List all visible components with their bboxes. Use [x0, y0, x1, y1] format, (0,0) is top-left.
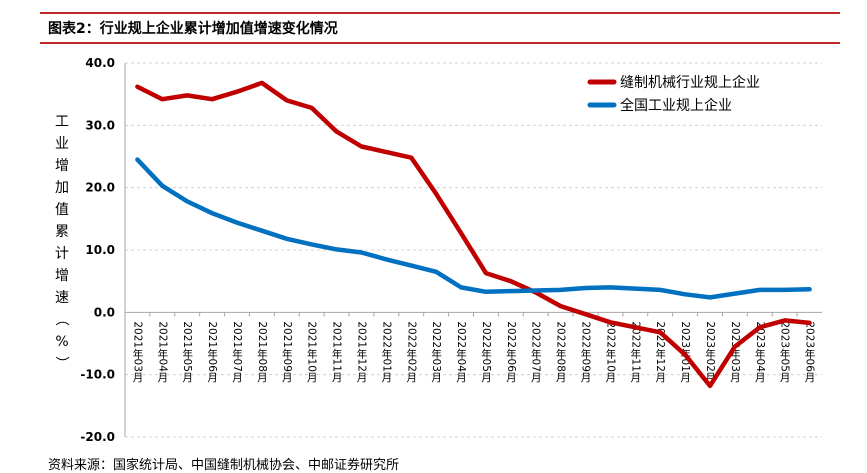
y-axis-title-char: 速 — [55, 290, 69, 306]
x-tick-label: 2021年12月 — [355, 321, 367, 383]
y-axis-title-char: 值 — [55, 202, 69, 218]
x-tick-label: 2022年01月 — [380, 321, 392, 383]
x-tick-label: 2021年04月 — [156, 321, 168, 383]
y-axis-title-char: 累 — [55, 224, 69, 240]
y-axis-title-char: 增 — [55, 268, 69, 284]
x-tick-label: 2021年10月 — [306, 321, 318, 383]
x-tick-label: 2022年05月 — [480, 321, 492, 383]
x-tick-label: 2023年02月 — [704, 321, 716, 383]
y-tick-label: 40.0 — [85, 56, 115, 70]
y-tick-label: 30.0 — [85, 118, 115, 132]
y-axis-title-char: 加 — [55, 180, 69, 196]
x-tick-label: 2022年10月 — [604, 321, 616, 383]
y-axis-title-char: 工 — [55, 114, 69, 130]
legend-label: 全国工业规上企业 — [620, 97, 732, 114]
x-tick-label: 2023年06月 — [804, 321, 816, 383]
legend-label: 缝制机械行业规上企业 — [620, 74, 760, 91]
x-tick-label: 2021年05月 — [181, 321, 193, 383]
x-tick-label: 2022年11月 — [629, 321, 641, 383]
y-axis-title-char: 增 — [55, 158, 69, 174]
y-axis-title-char: 业 — [55, 136, 69, 152]
x-tick-label: 2022年07月 — [530, 321, 542, 383]
y-axis-title-char: ） — [53, 356, 69, 370]
x-tick-label: 2022年03月 — [430, 321, 442, 383]
x-tick-label: 2022年09月 — [580, 321, 592, 383]
x-tick-label: 2021年03月 — [131, 321, 143, 383]
y-axis-title-char: 计 — [55, 246, 69, 262]
source-note: 资料来源：国家统计局、中国缝制机械协会、中邮证券研究所 — [48, 458, 400, 473]
x-tick-label: 2023年03月 — [729, 321, 741, 383]
x-tick-label: 2021年11月 — [331, 321, 343, 383]
x-tick-label: 2023年04月 — [754, 321, 766, 383]
x-tick-label: 2022年04月 — [455, 321, 467, 383]
x-tick-label: 2023年05月 — [779, 321, 791, 383]
x-tick-label: 2021年09月 — [281, 321, 293, 383]
series-line-2 — [135, 157, 812, 300]
y-tick-label: -20.0 — [80, 430, 115, 444]
y-axis-title-char: （ — [53, 312, 69, 326]
x-tick-label: 2021年07月 — [231, 321, 243, 383]
y-tick-label: -10.0 — [80, 368, 115, 382]
y-tick-label: 20.0 — [85, 181, 115, 195]
y-tick-label: 10.0 — [85, 243, 115, 257]
x-tick-label: 2022年02月 — [405, 321, 417, 383]
y-axis-title-char: % — [55, 334, 68, 350]
chart-title: 图表2：行业规上企业累计增加值增速变化情况 — [48, 21, 338, 37]
y-tick-label: 0.0 — [94, 305, 115, 319]
x-tick-label: 2022年06月 — [505, 321, 517, 383]
x-tick-label: 2021年06月 — [206, 321, 218, 383]
series-line-1 — [135, 80, 812, 389]
title-bar: 图表2：行业规上企业累计增加值增速变化情况 — [40, 12, 840, 44]
x-tick-label: 2022年08月 — [555, 321, 567, 383]
x-tick-label: 2021年08月 — [256, 321, 268, 383]
